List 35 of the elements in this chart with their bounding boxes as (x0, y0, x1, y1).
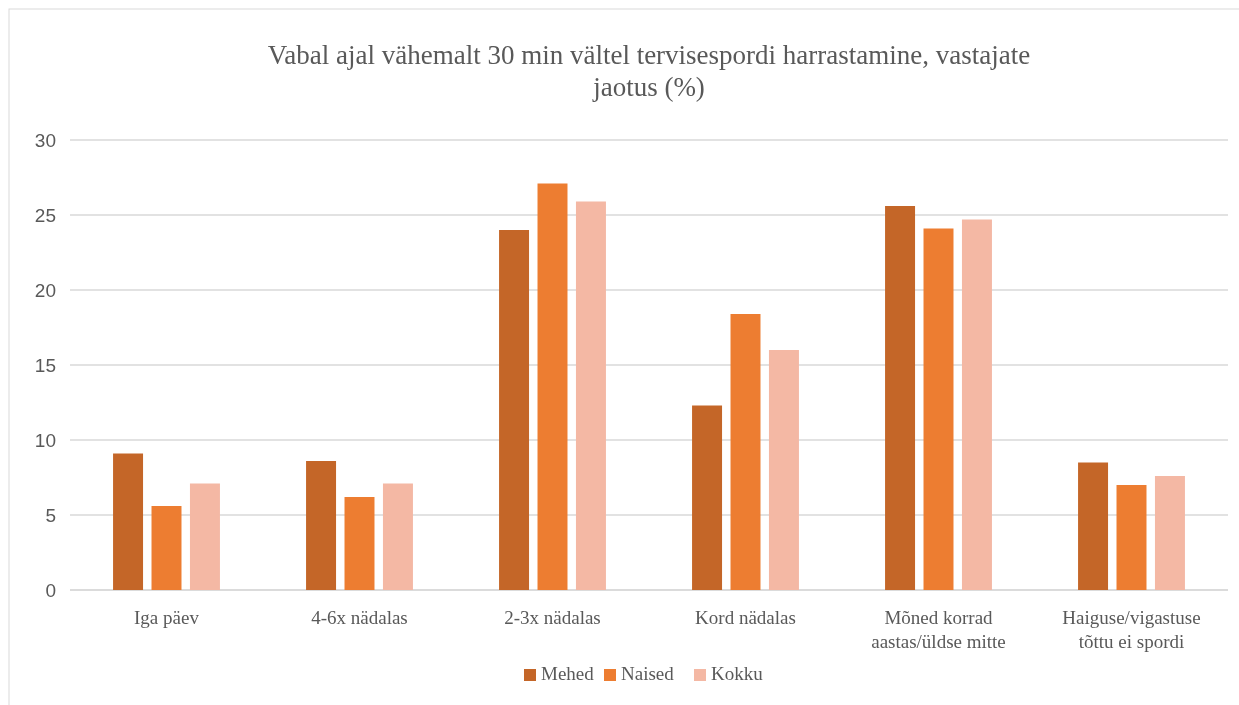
y-tick-label: 5 (45, 504, 56, 526)
bar (1154, 476, 1185, 590)
bar (961, 219, 992, 590)
bar (113, 453, 144, 590)
bar (382, 483, 413, 590)
bar (923, 228, 954, 590)
x-tick-label: Kord nädalas (695, 607, 796, 628)
x-tick-label: 2-3x nädalas (504, 607, 601, 628)
bar (768, 350, 799, 590)
bar (575, 201, 606, 590)
bar (151, 506, 182, 590)
bar (692, 405, 723, 590)
y-tick-label: 20 (34, 279, 56, 301)
y-tick-label: 0 (45, 579, 56, 601)
y-tick-label: 10 (34, 429, 56, 451)
x-tick-label: Mõned korrad aastas/üldse mitte (871, 607, 1006, 652)
bar (730, 314, 761, 590)
y-tick-label: 30 (34, 129, 56, 151)
legend-label: Mehed (541, 663, 595, 684)
bar (189, 483, 220, 590)
chart-title: Vabal ajal vähemalt 30 min vältel tervisespordi harrastamine, vastajate jaotus (%) (267, 40, 1031, 102)
bar (1078, 462, 1109, 590)
bar (1116, 485, 1147, 590)
x-tick-label: Iga päev (134, 607, 200, 628)
bar (344, 497, 375, 590)
y-tick-label: 25 (34, 204, 56, 226)
bar (306, 461, 337, 590)
bar (885, 206, 916, 590)
x-tick-label: 4-6x nädalas (311, 607, 408, 628)
legend-label: Kokku (711, 663, 764, 684)
x-tick-label: Haiguse/vigastuse tõttu ei spordi (1062, 607, 1201, 652)
bar (499, 230, 530, 590)
bar (537, 183, 568, 590)
legend-label: Naised (621, 663, 675, 684)
y-tick-label: 15 (34, 354, 56, 376)
